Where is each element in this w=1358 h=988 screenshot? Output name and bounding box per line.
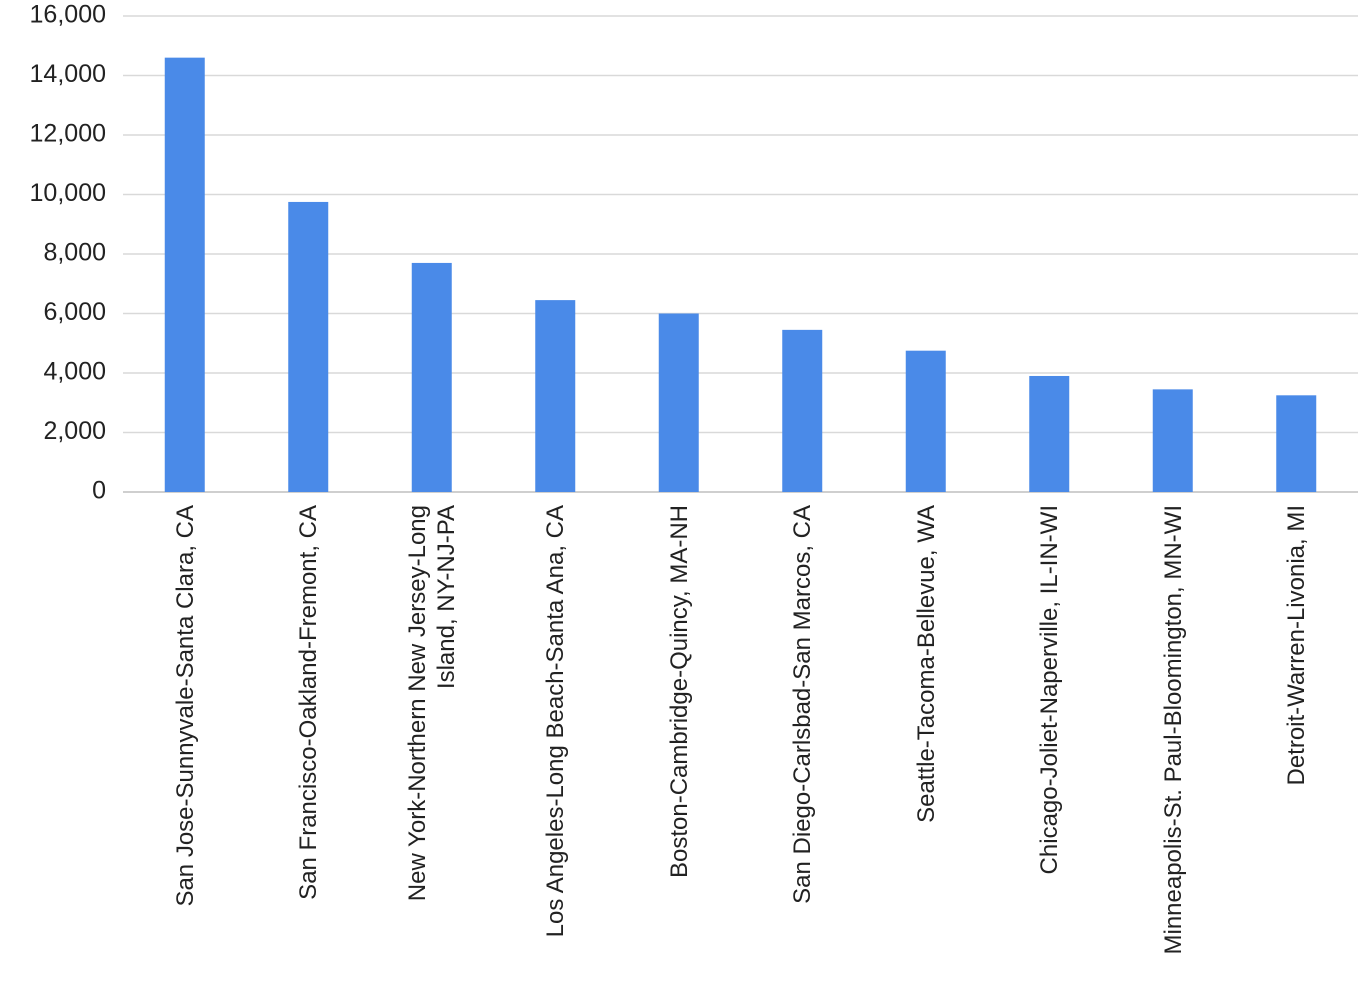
bar xyxy=(1029,375,1070,492)
y-tick-label: 16,000 xyxy=(30,1,106,29)
x-tick-label: Los Angeles-Long Beach-Santa Ana, CA xyxy=(541,505,569,938)
x-tick-label: New York-Northern New Jersey-Long Island… xyxy=(403,505,460,902)
x-tick-label: Chicago-Joliet-Naperville, IL-IN-WI xyxy=(1035,505,1063,875)
y-tick-label: 12,000 xyxy=(30,120,106,148)
x-tick-label: Seattle-Tacoma-Bellevue, WA xyxy=(912,505,940,823)
bar xyxy=(535,300,576,492)
y-tick-label: 2,000 xyxy=(43,417,106,445)
y-tick-label: 4,000 xyxy=(43,358,106,386)
bar xyxy=(164,57,205,493)
y-tick-label: 10,000 xyxy=(30,179,106,207)
y-tick-label: 14,000 xyxy=(30,60,106,88)
bar xyxy=(1276,395,1317,492)
x-tick-label: Minneapolis-St. Paul-Bloomington, MN-WI xyxy=(1159,505,1187,955)
y-tick-label: 6,000 xyxy=(43,298,106,326)
bar xyxy=(1152,389,1193,492)
bar xyxy=(905,350,946,492)
x-tick-label: Boston-Cambridge-Quincy, MA-NH xyxy=(665,505,693,878)
bar xyxy=(658,313,699,492)
y-tick-label: 0 xyxy=(92,477,106,505)
x-tick-label: San Francisco-Oakland-Fremont, CA xyxy=(294,505,322,900)
x-tick-label: Detroit-Warren-Livonia, MI xyxy=(1282,505,1310,786)
bar xyxy=(288,201,329,492)
y-tick-label: 8,000 xyxy=(43,239,106,267)
bar xyxy=(411,262,452,492)
bar xyxy=(782,329,823,492)
x-tick-label: San Diego-Carlsbad-San Marcos, CA xyxy=(788,505,816,904)
x-tick-label: San Jose-Sunnyvale-Santa Clara, CA xyxy=(171,505,199,907)
